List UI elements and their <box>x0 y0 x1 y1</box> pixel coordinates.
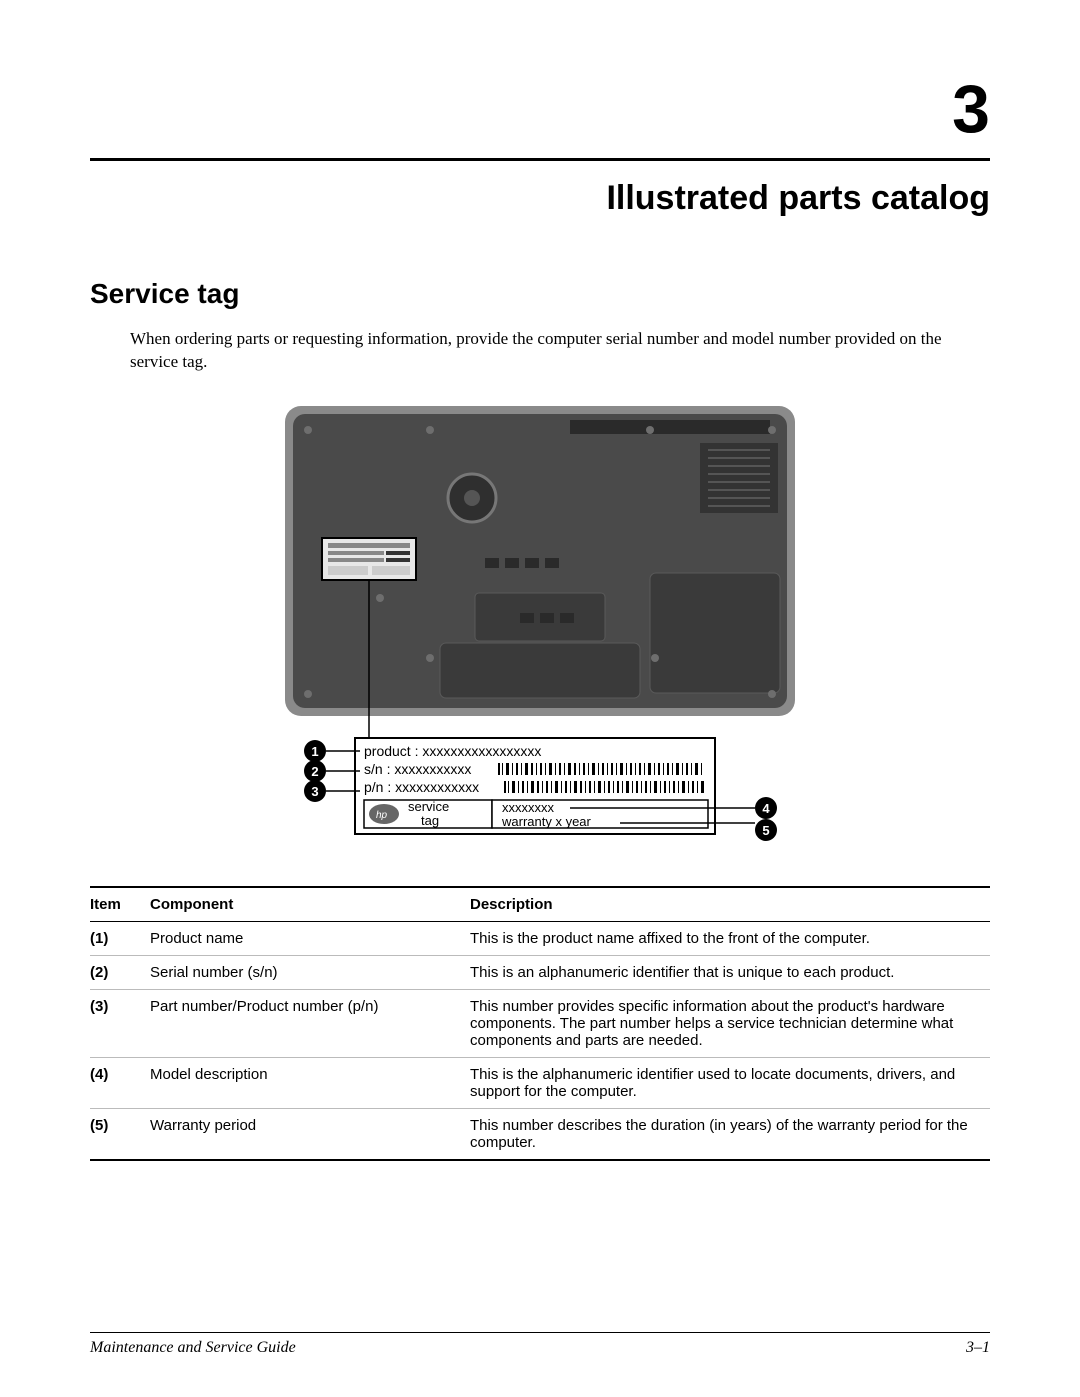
footer-right: 3–1 <box>966 1339 990 1357</box>
laptop-diagram: product : xxxxxxxxxxxxxxxxx s/n : xxxxxx… <box>260 398 820 858</box>
cell-component: Part number/Product number (p/n) <box>150 989 470 1057</box>
callout-5: 5 <box>762 823 769 838</box>
tag-warranty: warranty x year <box>501 814 592 829</box>
tag-service-label: service <box>408 799 449 814</box>
cell-item: (2) <box>90 955 150 989</box>
cell-component: Model description <box>150 1057 470 1108</box>
cell-description: This is the product name affixed to the … <box>470 921 990 955</box>
table-header-component: Component <box>150 887 470 922</box>
svg-text:hp: hp <box>376 810 388 821</box>
table-row: (1) Product name This is the product nam… <box>90 921 990 955</box>
cell-description: This number describes the duration (in y… <box>470 1108 990 1160</box>
cell-component: Product name <box>150 921 470 955</box>
section-body: When ordering parts or requesting inform… <box>130 328 990 374</box>
callout-3: 3 <box>311 784 318 799</box>
table-row: (5) Warranty period This number describe… <box>90 1108 990 1160</box>
section-title: Service tag <box>90 278 990 310</box>
table-row: (4) Model description This is the alphan… <box>90 1057 990 1108</box>
cell-description: This number provides specific informatio… <box>470 989 990 1057</box>
tag-model: xxxxxxxx <box>502 800 555 815</box>
table-header-description: Description <box>470 887 990 922</box>
chapter-rule <box>90 158 990 161</box>
cell-component: Serial number (s/n) <box>150 955 470 989</box>
chapter-title: Illustrated parts catalog <box>90 179 990 218</box>
tag-product-line: product : xxxxxxxxxxxxxxxxx <box>364 743 541 759</box>
components-table: Item Component Description (1) Product n… <box>90 886 990 1161</box>
tag-pn-line: p/n : xxxxxxxxxxxx <box>364 779 479 795</box>
cell-description: This is the alphanumeric identifier used… <box>470 1057 990 1108</box>
cell-item: (3) <box>90 989 150 1057</box>
cell-description: This is an alphanumeric identifier that … <box>470 955 990 989</box>
table-row: (3) Part number/Product number (p/n) Thi… <box>90 989 990 1057</box>
callout-4: 4 <box>762 801 770 816</box>
table-row: (2) Serial number (s/n) This is an alpha… <box>90 955 990 989</box>
cell-item: (5) <box>90 1108 150 1160</box>
cell-item: (4) <box>90 1057 150 1108</box>
service-tag-figure: product : xxxxxxxxxxxxxxxxx s/n : xxxxxx… <box>260 398 820 858</box>
callout-2: 2 <box>311 764 318 779</box>
tag-tag-label: tag <box>421 813 439 828</box>
callout-1: 1 <box>311 744 318 759</box>
cell-component: Warranty period <box>150 1108 470 1160</box>
barcode-icon <box>504 781 704 793</box>
cell-item: (1) <box>90 921 150 955</box>
page-footer: Maintenance and Service Guide 3–1 <box>90 1332 990 1357</box>
chapter-number: 3 <box>90 70 990 148</box>
footer-left: Maintenance and Service Guide <box>90 1339 296 1357</box>
table-header-item: Item <box>90 887 150 922</box>
tag-sn-line: s/n : xxxxxxxxxxx <box>364 761 471 777</box>
